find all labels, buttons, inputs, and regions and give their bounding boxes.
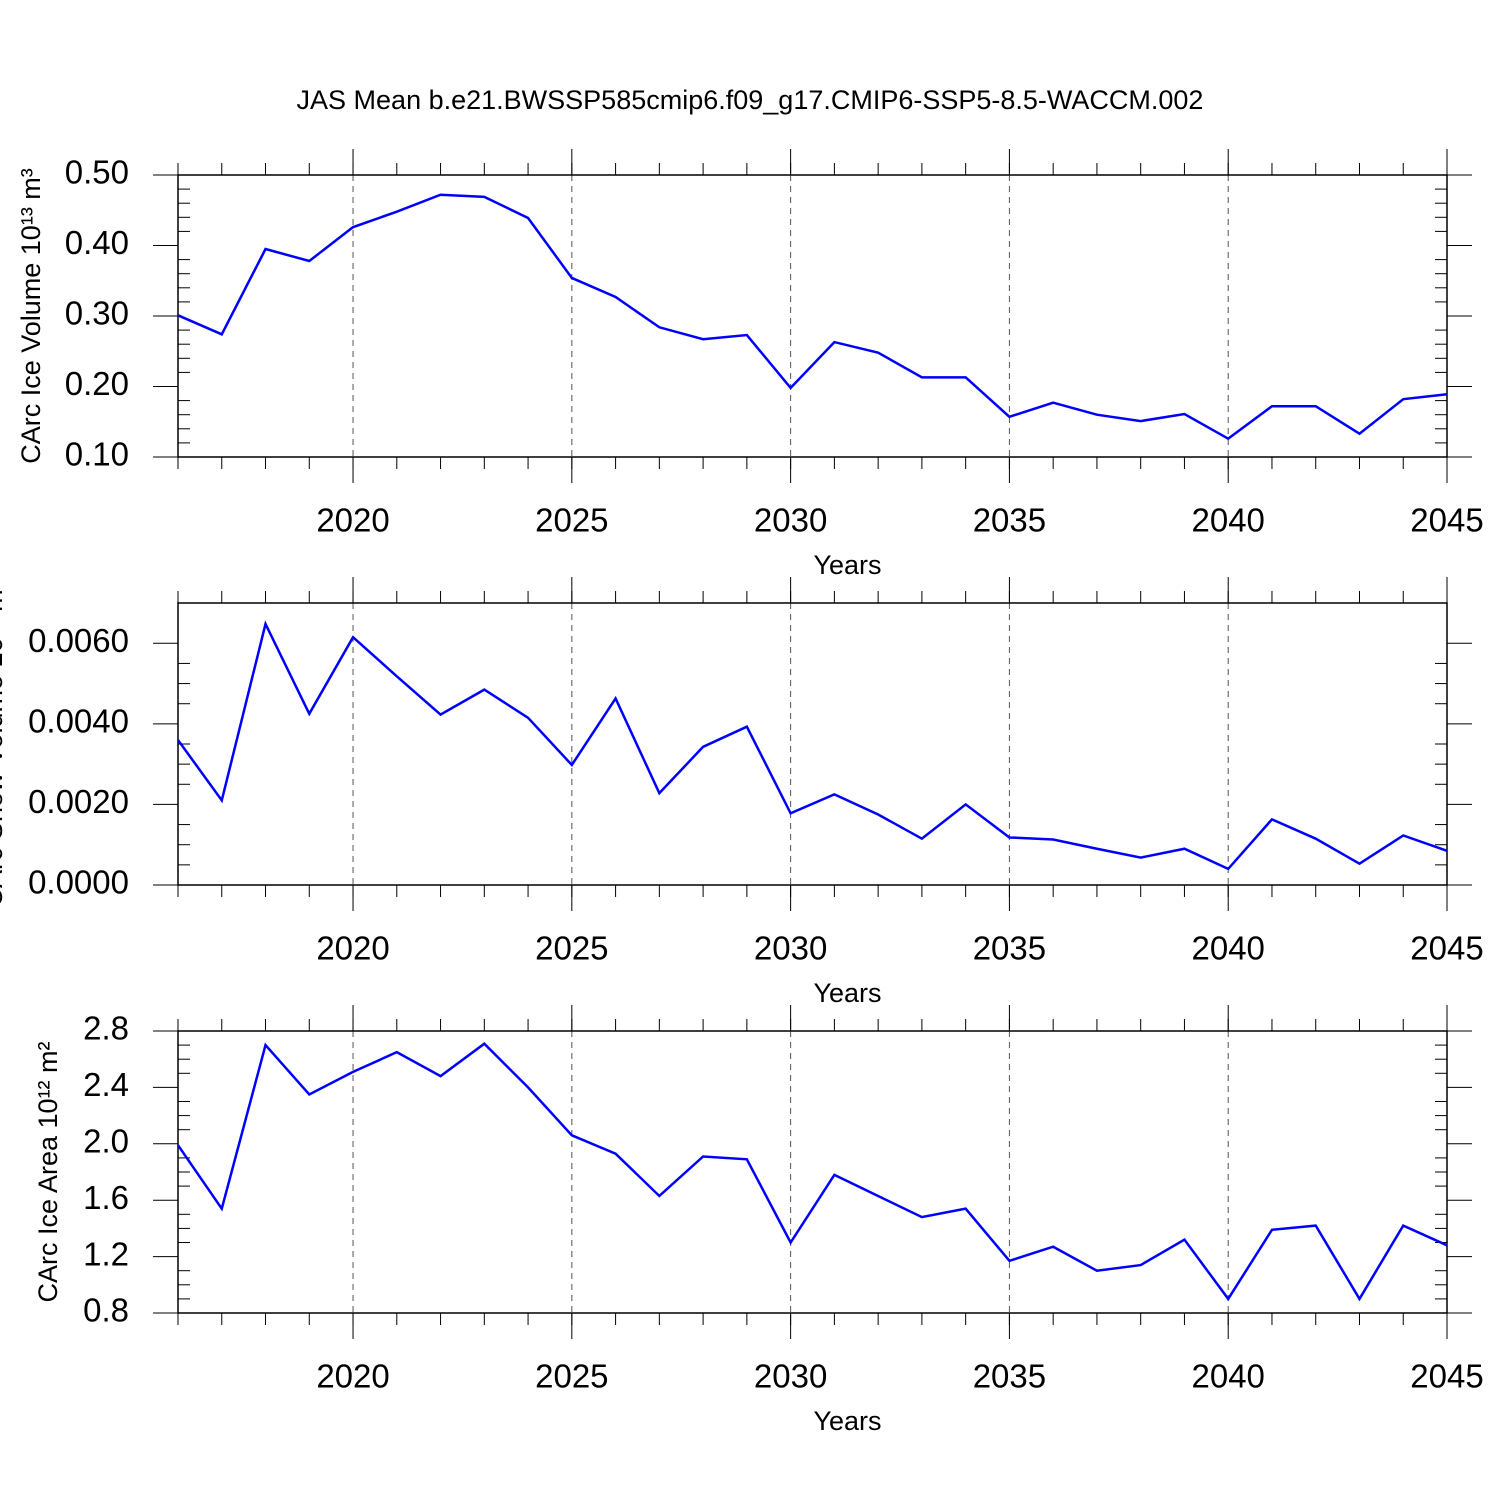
y-tick-label: 2.8 <box>83 1010 129 1047</box>
data-line <box>176 620 1448 871</box>
y-tick-label: 0.0000 <box>28 864 129 901</box>
data-line <box>176 1042 1448 1302</box>
y-tick-label: 0.0060 <box>28 622 129 659</box>
x-tick-label: 2020 <box>316 930 389 967</box>
y-tick-label: 0.0020 <box>28 783 129 820</box>
figure-title: JAS Mean b.e21.BWSSP585cmip6.f09_g17.CMI… <box>297 85 1204 115</box>
y-tick-label: 0.0040 <box>28 703 129 740</box>
y-tick-label: 0.10 <box>65 436 129 473</box>
y-tick-label: 2.0 <box>83 1123 129 1160</box>
y-axis-title: CArc Snow Volume 10¹³ m³ <box>0 580 8 907</box>
x-tick-label: 2045 <box>1410 502 1483 539</box>
x-axis-title: Years <box>813 1406 881 1436</box>
plot-frame <box>177 1030 1448 1314</box>
y-tick-label: 1.6 <box>83 1179 129 1216</box>
data-line <box>177 193 1448 441</box>
y-tick-label: 0.8 <box>83 1292 129 1329</box>
x-tick-label: 2035 <box>973 930 1046 967</box>
x-tick-label: 2040 <box>1191 1358 1264 1395</box>
x-tick-label: 2020 <box>316 502 389 539</box>
x-tick-label: 2040 <box>1191 930 1264 967</box>
y-tick-label: 1.2 <box>83 1235 129 1272</box>
x-tick-label: 2040 <box>1191 502 1264 539</box>
x-tick-label: 2030 <box>754 930 827 967</box>
x-tick-label: 2030 <box>754 502 827 539</box>
x-tick-label: 2025 <box>535 1358 608 1395</box>
y-tick-label: 0.20 <box>65 365 129 402</box>
x-tick-label: 2045 <box>1410 930 1483 967</box>
x-tick-label: 2030 <box>754 1358 827 1395</box>
x-tick-label: 2025 <box>535 930 608 967</box>
x-tick-label: 2025 <box>535 502 608 539</box>
x-tick-label: 2020 <box>316 1358 389 1395</box>
x-tick-label: 2035 <box>973 1358 1046 1395</box>
y-axis-title: CArc Ice Area 10¹² m² <box>33 1041 63 1302</box>
y-tick-label: 0.50 <box>65 154 129 191</box>
x-tick-label: 2035 <box>973 502 1046 539</box>
x-axis-title: Years <box>813 978 881 1008</box>
y-tick-label: 0.40 <box>65 224 129 261</box>
plot-frame <box>177 602 1448 886</box>
x-axis-title: Years <box>813 550 881 580</box>
y-tick-label: 0.30 <box>65 295 129 332</box>
y-axis-title: CArc Ice Volume 10¹³ m³ <box>16 168 46 464</box>
x-tick-label: 2045 <box>1410 1358 1483 1395</box>
y-tick-label: 2.4 <box>83 1066 129 1103</box>
